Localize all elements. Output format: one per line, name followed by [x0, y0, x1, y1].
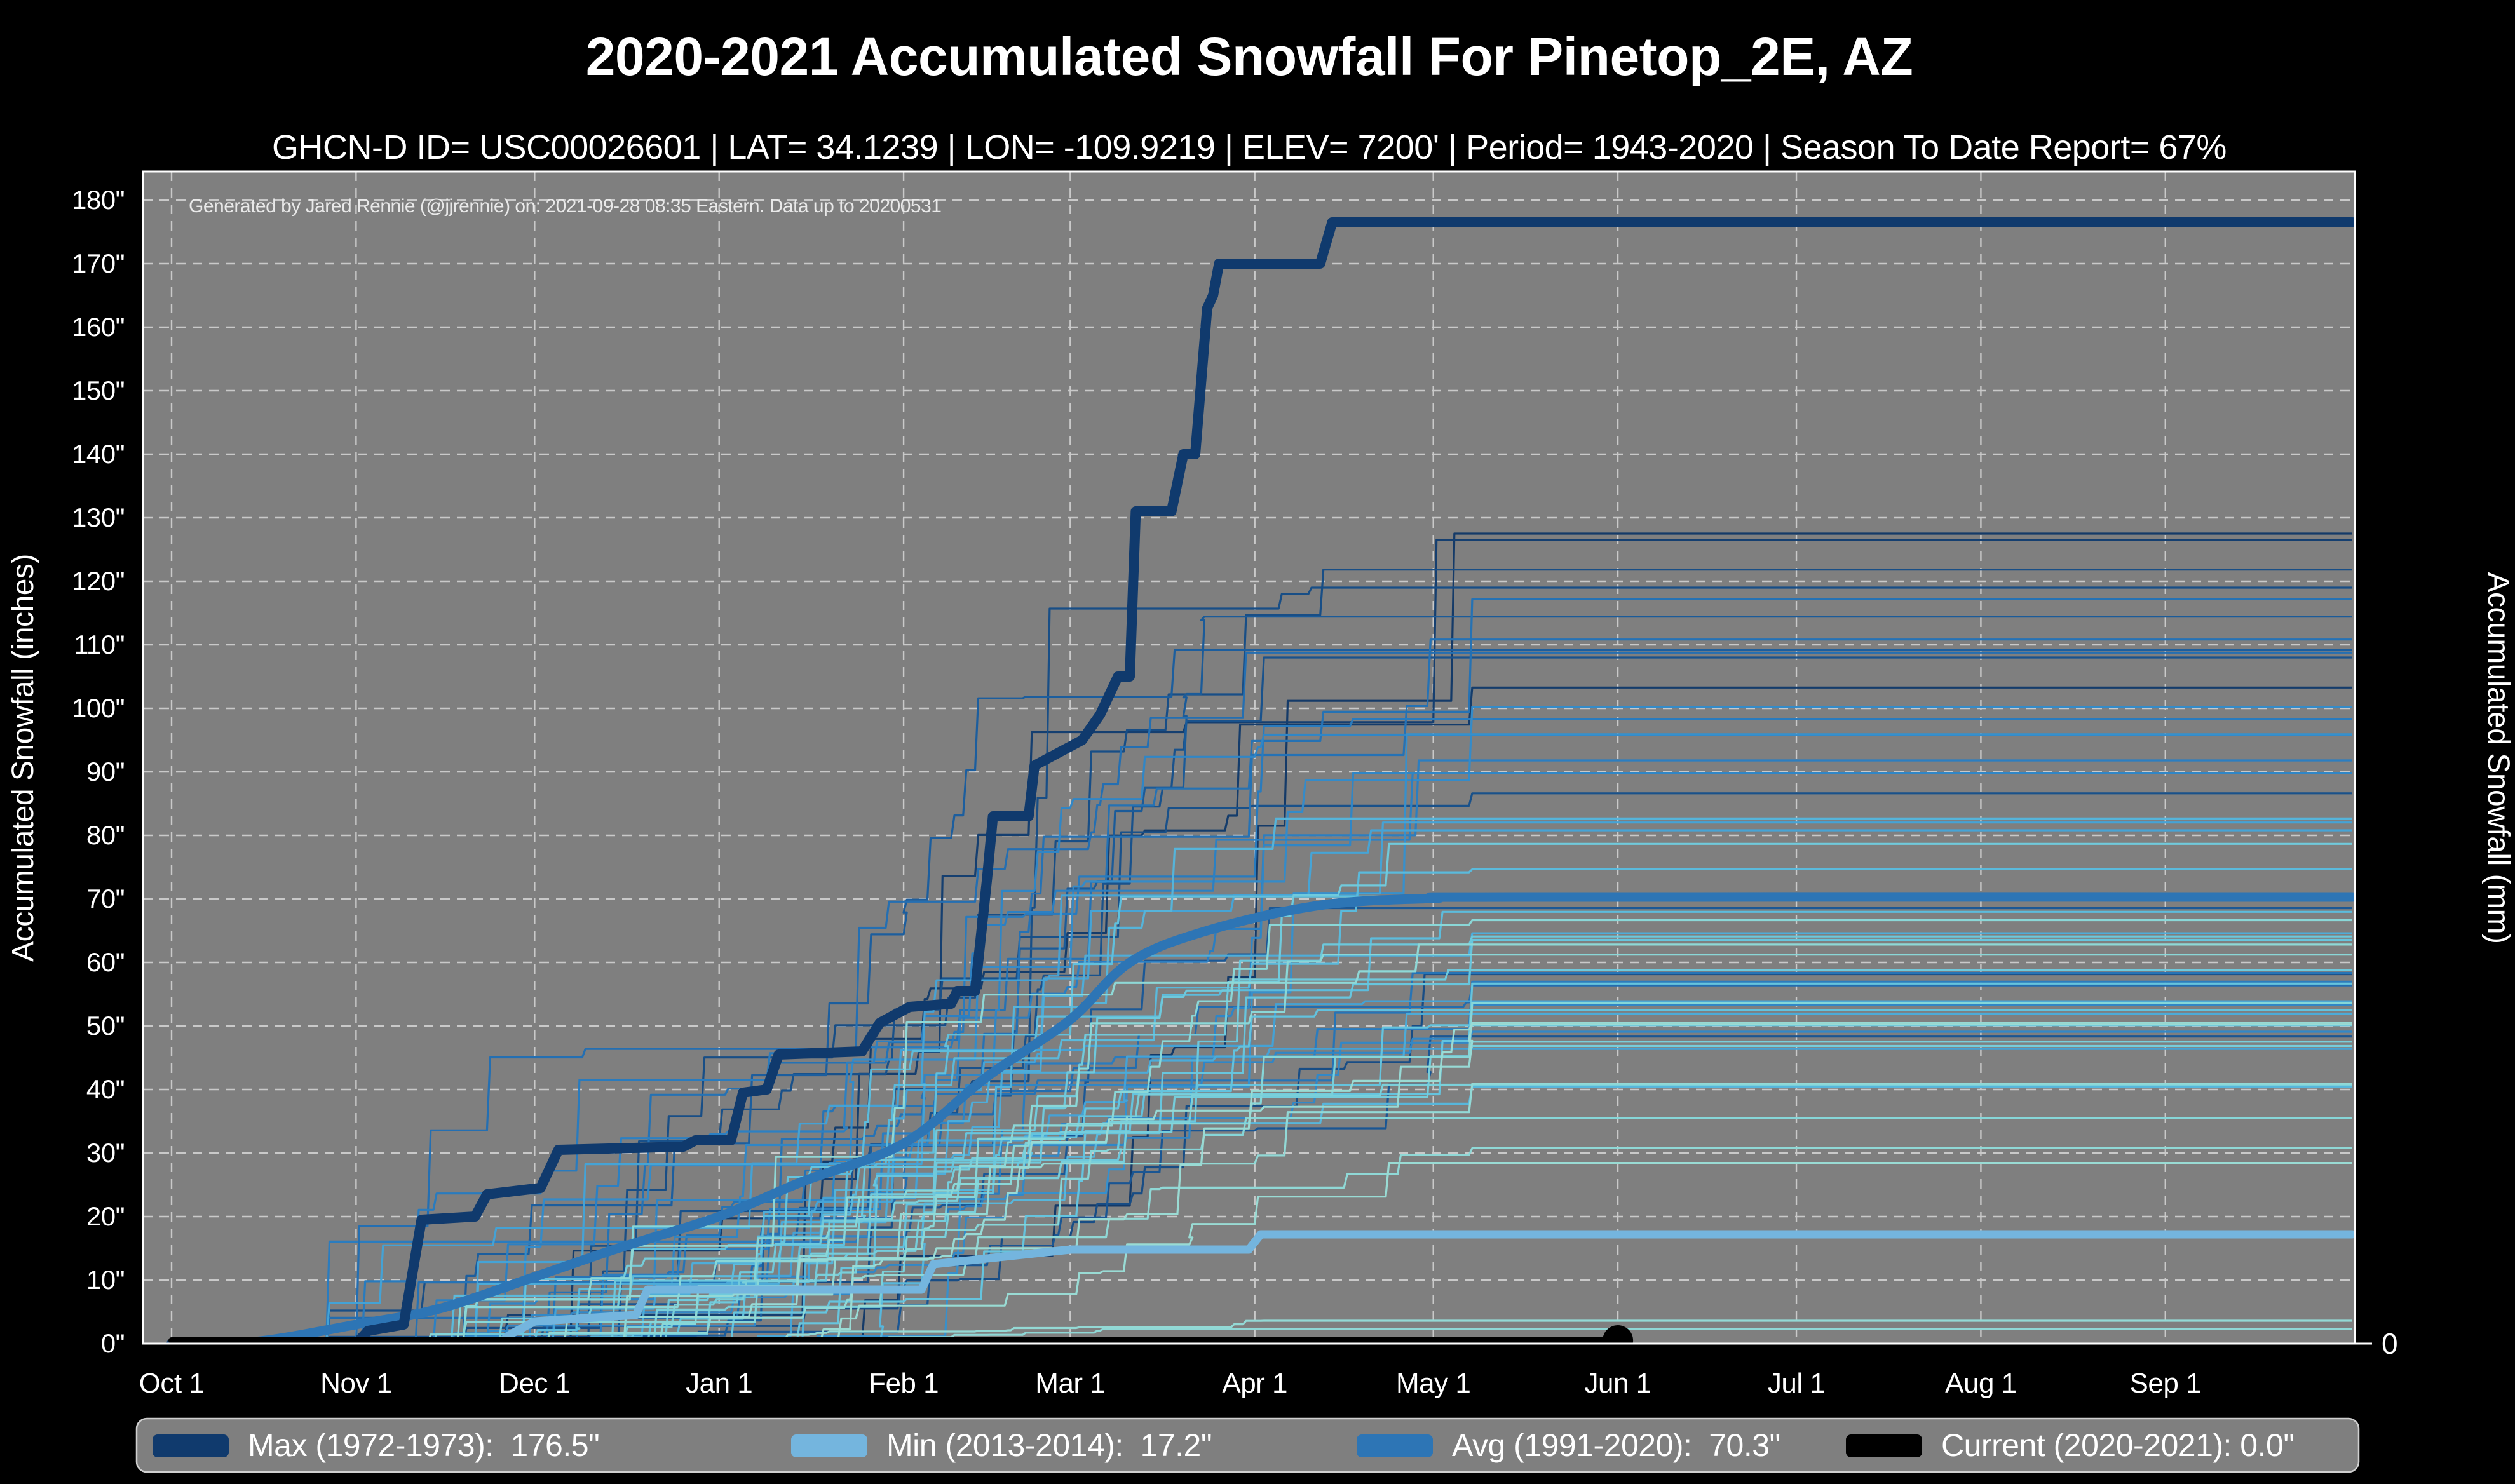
x-tick-label: Aug 1: [1945, 1368, 2016, 1399]
ensemble-line: [172, 586, 2352, 1344]
ensemble-line: [172, 842, 2352, 1344]
x-tick-label: Sep 1: [2130, 1368, 2201, 1399]
y-tick-label: 60": [86, 947, 125, 977]
y-tick-label: 120": [72, 566, 125, 596]
legend-label-max: Max (1972-1973): 176.5": [248, 1427, 599, 1463]
data-layer: [166, 217, 2355, 1344]
y-tick-label: 150": [72, 375, 125, 405]
y-tick-label: 10": [86, 1265, 125, 1295]
ensemble-line: [172, 616, 2352, 1344]
x-tick-label: Jul 1: [1768, 1368, 1825, 1399]
chart-layer: 0" 10" 20" 30" 40" 50" 60" 70" 80" 90" 100" 110" 120…: [72, 170, 2398, 1473]
ensemble-line: [172, 1012, 2352, 1344]
y-tick-label: 20": [86, 1201, 125, 1231]
attribution: Generated by Jared Rennie (@jjrennie) on…: [189, 196, 941, 217]
ensemble-line: [172, 569, 2352, 1344]
y-tick-label: 40": [86, 1074, 125, 1104]
ensemble-line: [172, 733, 2352, 1344]
x-tick-label: Apr 1: [1222, 1368, 1287, 1399]
legend-label-min: Min (2013-2014): 17.2": [886, 1427, 1212, 1463]
ensemble-line: [172, 969, 2352, 1344]
current-end-marker: [1603, 1325, 1634, 1344]
legend-label-avg: Avg (1991-2020): 70.3": [1452, 1427, 1780, 1463]
x-tick-label: Oct 1: [139, 1368, 205, 1399]
ensemble-line: [172, 1022, 2352, 1344]
right-tick-label: 0: [2382, 1327, 2397, 1360]
y-tick-label: 80": [86, 820, 125, 850]
x-tick-label: Mar 1: [1035, 1368, 1105, 1399]
ensemble-line: [172, 1023, 2352, 1344]
y-tick-label: 90": [86, 757, 125, 786]
x-tick-label: Jun 1: [1585, 1368, 1651, 1399]
ensemble-line: [172, 817, 2352, 1344]
right-axis-ticks: [2355, 1342, 2372, 1345]
y-axis-label-left: Accumulated Snowfall (inches): [6, 554, 40, 962]
ensemble-line: [172, 718, 2352, 1344]
avg-line: [166, 892, 2355, 1344]
x-tick-label: Dec 1: [499, 1368, 570, 1399]
ensemble-line: [172, 1147, 2352, 1344]
x-tick-label: Feb 1: [869, 1368, 939, 1399]
ensemble-line: [172, 943, 2352, 1344]
ensemble-line: [172, 1001, 2352, 1344]
legend-swatch-current: [1846, 1434, 1922, 1457]
max-line: [166, 217, 2355, 1344]
ensemble-line: [172, 971, 2352, 1344]
y-tick-label: 160": [72, 312, 125, 342]
subtitle: GHCN-D ID= USC00026601 | LAT= 34.1239 | …: [272, 128, 2227, 166]
ensemble-line: [172, 1083, 2352, 1344]
y-tick-label: 110": [74, 630, 125, 659]
ensemble-line: [172, 1117, 2352, 1344]
y-tick-label: 70": [86, 884, 125, 914]
y-tick-label: 170": [72, 248, 125, 278]
y-tick-label: 130": [72, 503, 125, 532]
ensemble-line: [172, 1041, 2352, 1344]
legend-label-current: Current (2020-2021): 0.0": [1941, 1427, 2295, 1463]
ensemble-line: [172, 1162, 2352, 1344]
y-axis-label-right: Accumulated Snowfall (mm): [2481, 572, 2515, 943]
y-tick-label: 30": [86, 1138, 125, 1168]
legend: Max (1972-1973): 176.5" Min (2013-2014): …: [135, 1417, 2360, 1473]
y-tick-label: 100": [72, 693, 125, 723]
ensemble-line: [172, 1004, 2352, 1344]
ensemble-line: [172, 772, 2352, 1344]
y-tick-label: 50": [86, 1011, 125, 1041]
x-tick-label: Nov 1: [320, 1368, 391, 1399]
page-title: 2020-2021 Accumulated Snowfall For Pinet…: [586, 27, 1913, 86]
ensemble-line: [172, 1035, 2352, 1344]
legend-box: [135, 1417, 2360, 1473]
legend-swatch-min: [791, 1434, 867, 1457]
y-tick-label: 180": [72, 185, 125, 215]
min-line: [167, 1230, 2355, 1344]
ensemble-line: [172, 1000, 2352, 1344]
ensemble-line: [172, 1083, 2352, 1344]
ensemble-line: [172, 938, 2352, 1344]
legend-swatch-max: [153, 1434, 229, 1457]
y-tick-label: 140": [72, 439, 125, 469]
y-tick-label: 0": [101, 1328, 125, 1358]
ensemble-line: [172, 821, 2352, 1344]
x-tick-label: Jan 1: [686, 1368, 752, 1399]
ensemble-line: [172, 954, 2352, 1344]
legend-swatch-avg: [1357, 1434, 1433, 1457]
x-tick-label: May 1: [1396, 1368, 1470, 1399]
plot-border: [142, 170, 2356, 1345]
